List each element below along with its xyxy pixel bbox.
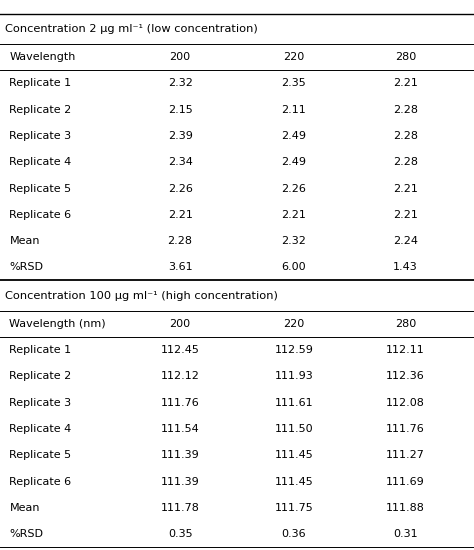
Text: Replicate 1: Replicate 1 <box>9 345 72 355</box>
Text: 111.27: 111.27 <box>386 450 425 460</box>
Text: 1.43: 1.43 <box>393 262 418 272</box>
Text: 111.76: 111.76 <box>386 424 425 434</box>
Text: 6.00: 6.00 <box>282 262 306 272</box>
Text: 2.26: 2.26 <box>168 184 192 194</box>
Text: 2.11: 2.11 <box>282 104 306 114</box>
Text: 2.35: 2.35 <box>282 79 306 89</box>
Text: 200: 200 <box>170 319 191 329</box>
Text: 112.08: 112.08 <box>386 398 425 408</box>
Text: 280: 280 <box>395 52 416 62</box>
Text: Replicate 4: Replicate 4 <box>9 157 72 167</box>
Text: Wavelength: Wavelength <box>9 52 76 62</box>
Text: 111.45: 111.45 <box>274 476 313 487</box>
Text: Replicate 3: Replicate 3 <box>9 131 72 141</box>
Text: 111.93: 111.93 <box>274 371 313 381</box>
Text: 200: 200 <box>170 52 191 62</box>
Text: 2.21: 2.21 <box>168 210 192 220</box>
Text: Wavelength (nm): Wavelength (nm) <box>9 319 106 329</box>
Text: 220: 220 <box>283 52 304 62</box>
Text: 0.36: 0.36 <box>282 529 306 539</box>
Text: 2.39: 2.39 <box>168 131 192 141</box>
Text: Replicate 2: Replicate 2 <box>9 104 72 114</box>
Text: 2.26: 2.26 <box>282 184 306 194</box>
Text: Replicate 5: Replicate 5 <box>9 450 72 460</box>
Text: 111.75: 111.75 <box>274 503 313 513</box>
Text: 2.32: 2.32 <box>282 236 306 246</box>
Text: 0.35: 0.35 <box>168 529 192 539</box>
Text: 2.28: 2.28 <box>393 104 418 114</box>
Text: 2.21: 2.21 <box>393 210 418 220</box>
Text: Replicate 5: Replicate 5 <box>9 184 72 194</box>
Text: 111.54: 111.54 <box>161 424 200 434</box>
Text: Replicate 2: Replicate 2 <box>9 371 72 381</box>
Text: 2.24: 2.24 <box>393 236 418 246</box>
Text: 2.15: 2.15 <box>168 104 192 114</box>
Text: 3.61: 3.61 <box>168 262 192 272</box>
Text: 2.34: 2.34 <box>168 157 192 167</box>
Text: 2.28: 2.28 <box>168 236 192 246</box>
Text: Concentration 100 μg ml⁻¹ (high concentration): Concentration 100 μg ml⁻¹ (high concentr… <box>5 290 278 301</box>
Text: 220: 220 <box>283 319 304 329</box>
Text: 2.21: 2.21 <box>282 210 306 220</box>
Text: 111.39: 111.39 <box>161 476 200 487</box>
Text: 111.69: 111.69 <box>386 476 425 487</box>
Text: Mean: Mean <box>9 503 40 513</box>
Text: Replicate 1: Replicate 1 <box>9 79 72 89</box>
Text: 111.88: 111.88 <box>386 503 425 513</box>
Text: 112.36: 112.36 <box>386 371 425 381</box>
Text: 2.21: 2.21 <box>393 184 418 194</box>
Text: 2.28: 2.28 <box>393 157 418 167</box>
Text: 0.31: 0.31 <box>393 529 418 539</box>
Text: %RSD: %RSD <box>9 529 44 539</box>
Text: 111.45: 111.45 <box>274 450 313 460</box>
Text: 111.50: 111.50 <box>274 424 313 434</box>
Text: 2.49: 2.49 <box>282 157 306 167</box>
Text: 111.76: 111.76 <box>161 398 200 408</box>
Text: %RSD: %RSD <box>9 262 44 272</box>
Text: 112.11: 112.11 <box>386 345 425 355</box>
Text: Mean: Mean <box>9 236 40 246</box>
Text: 2.28: 2.28 <box>393 131 418 141</box>
Text: Replicate 6: Replicate 6 <box>9 476 72 487</box>
Text: 112.59: 112.59 <box>274 345 313 355</box>
Text: Concentration 2 μg ml⁻¹ (low concentration): Concentration 2 μg ml⁻¹ (low concentrati… <box>5 24 257 34</box>
Text: Replicate 3: Replicate 3 <box>9 398 72 408</box>
Text: 2.32: 2.32 <box>168 79 192 89</box>
Text: 112.45: 112.45 <box>161 345 200 355</box>
Text: 2.49: 2.49 <box>282 131 306 141</box>
Text: Replicate 6: Replicate 6 <box>9 210 72 220</box>
Text: 2.21: 2.21 <box>393 79 418 89</box>
Text: 280: 280 <box>395 319 416 329</box>
Text: Replicate 4: Replicate 4 <box>9 424 72 434</box>
Text: 111.61: 111.61 <box>274 398 313 408</box>
Text: 111.39: 111.39 <box>161 450 200 460</box>
Text: 112.12: 112.12 <box>161 371 200 381</box>
Text: 111.78: 111.78 <box>161 503 200 513</box>
